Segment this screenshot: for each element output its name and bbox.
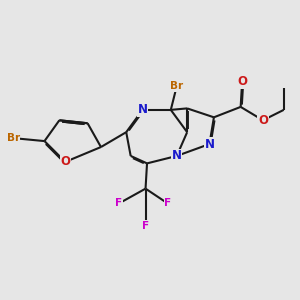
Text: F: F [115, 199, 122, 208]
Text: N: N [204, 138, 214, 151]
Text: O: O [237, 75, 247, 88]
Text: N: N [172, 149, 182, 162]
Text: F: F [142, 221, 149, 231]
Text: Br: Br [7, 133, 20, 143]
Text: O: O [258, 114, 268, 127]
Text: Br: Br [170, 81, 183, 91]
Text: O: O [60, 155, 70, 168]
Text: N: N [138, 103, 148, 116]
Text: F: F [164, 199, 171, 208]
